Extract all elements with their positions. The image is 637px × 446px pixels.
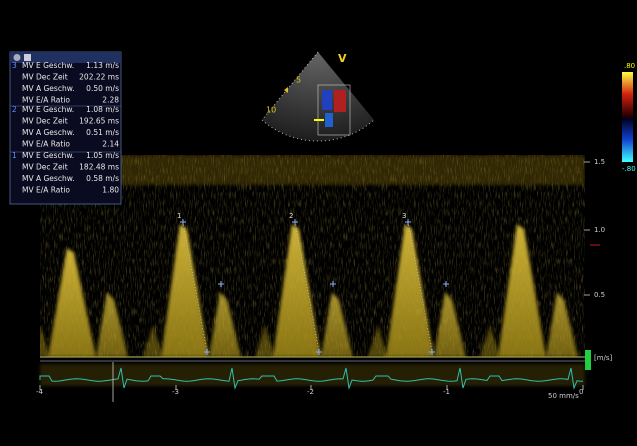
caliper [429, 349, 435, 355]
e-wave [386, 224, 434, 357]
velocity-label: 1.0 [594, 226, 605, 234]
measure-label: MV A Geschw. [22, 128, 75, 137]
time-label: -3 [172, 388, 179, 396]
measure-label: MV E Geschw. [22, 105, 74, 114]
caliper [330, 281, 336, 287]
scale-marker [585, 350, 591, 370]
decel-line [294, 221, 320, 353]
caliper [218, 281, 224, 287]
caliper [292, 219, 298, 225]
measure-label: MV Dec Zeit [22, 73, 68, 82]
measure-value: 182.48 ms [79, 163, 119, 172]
e-wave [48, 248, 96, 357]
a-wave [546, 292, 578, 357]
measure-value: 2.28 [102, 96, 119, 105]
color-bar [622, 72, 633, 162]
measure-label: MV Dec Zeit [22, 163, 68, 172]
time-label: -1 [443, 388, 450, 396]
caliper [316, 349, 322, 355]
measure-label: MV A Geschw. [22, 174, 75, 183]
aliasing-band [40, 155, 585, 185]
depth-label: 5 [296, 76, 301, 85]
decel-line [182, 221, 208, 353]
low-flow [40, 325, 50, 357]
time-label: -2 [307, 388, 314, 396]
caliper [204, 349, 210, 355]
caliper [405, 219, 411, 225]
a-wave [434, 292, 466, 357]
measure-label: MV E/A Ratio [22, 140, 70, 149]
measure-value: 0.58 m/s [86, 174, 119, 183]
measure-label: MV E/A Ratio [22, 186, 70, 195]
view-label: V [338, 52, 347, 65]
velocity-label: 1.5 [594, 158, 605, 166]
group-number: 1 [12, 151, 17, 160]
measure-value: 1.08 m/s [86, 105, 119, 114]
a-wave [321, 292, 353, 357]
measurement-panel: 3 MV E Geschw. 1.13 m/s MV Dec Zeit 202.22 m… [9, 51, 122, 205]
caliper [443, 281, 449, 287]
measure-value: 0.50 m/s [86, 84, 119, 93]
e-wave [273, 224, 321, 357]
group-number: 3 [12, 61, 17, 70]
measure-value: 1.13 m/s [86, 61, 119, 70]
time-label: -4 [36, 388, 44, 396]
e-wave [161, 224, 209, 357]
measure-value: 1.05 m/s [86, 151, 119, 160]
measure-label: MV E Geschw. [22, 151, 74, 160]
color-bar-bottom: -.80 [622, 165, 636, 173]
low-flow [255, 325, 275, 357]
velocity-unit: [m/s] [594, 354, 613, 362]
measure-value: 0.51 m/s [86, 128, 119, 137]
measure-value: 202.22 ms [79, 73, 119, 82]
low-flow [143, 325, 163, 357]
measure-value: 1.80 [102, 186, 119, 195]
measure-label: MV Dec Zeit [22, 117, 68, 126]
e-wave [498, 224, 546, 357]
sweep-speed: 50 mm/s [548, 392, 579, 400]
velocity-label: 0.5 [594, 291, 605, 299]
group-number: 2 [12, 105, 17, 114]
depth-label: 10 [266, 106, 276, 115]
a-wave [209, 292, 241, 357]
decel-line [407, 221, 433, 353]
measure-value: 2.14 [102, 140, 119, 149]
measure-label: MV A Geschw. [22, 84, 75, 93]
measure-value: 192.65 ms [79, 117, 119, 126]
cycle-number: 2 [289, 212, 293, 220]
caliper [180, 219, 186, 225]
color-bar-top: .80 [624, 62, 635, 70]
cycle-number: 3 [402, 212, 406, 220]
measure-label: MV E/A Ratio [22, 96, 70, 105]
low-flow [368, 325, 388, 357]
doppler-spectrum [40, 155, 585, 357]
sector-image [261, 51, 375, 142]
measure-label: MV E Geschw. [22, 61, 74, 70]
a-wave [96, 292, 128, 357]
cycle-number: 1 [177, 212, 181, 220]
time-label: 0 [579, 388, 583, 396]
low-flow [480, 325, 500, 357]
ecg-trace [39, 367, 584, 390]
